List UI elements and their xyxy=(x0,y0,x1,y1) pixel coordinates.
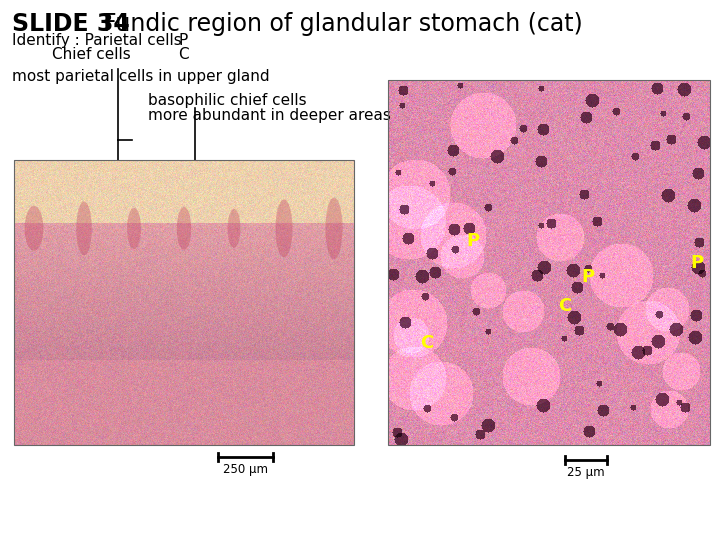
Ellipse shape xyxy=(24,206,43,251)
Text: SLIDE 34: SLIDE 34 xyxy=(12,12,130,36)
Text: Fundic region of glandular stomach (cat): Fundic region of glandular stomach (cat) xyxy=(103,12,582,36)
Ellipse shape xyxy=(325,198,343,259)
Bar xyxy=(388,80,710,445)
Text: 25 μm: 25 μm xyxy=(567,466,605,479)
Ellipse shape xyxy=(127,208,141,249)
Text: C: C xyxy=(559,298,572,315)
Text: basophilic chief cells: basophilic chief cells xyxy=(148,93,307,108)
Ellipse shape xyxy=(176,207,192,250)
Ellipse shape xyxy=(76,201,91,255)
Text: Identify : Parietal cells: Identify : Parietal cells xyxy=(12,33,181,48)
Bar xyxy=(14,160,354,445)
Text: P: P xyxy=(581,268,594,286)
Ellipse shape xyxy=(228,209,240,248)
Text: 250 μm: 250 μm xyxy=(223,463,268,476)
Text: P: P xyxy=(467,232,480,249)
Text: C: C xyxy=(420,334,433,352)
Text: C: C xyxy=(178,47,189,62)
Text: P: P xyxy=(178,33,187,48)
Text: Chief cells: Chief cells xyxy=(52,47,131,62)
Text: most parietal cells in upper gland: most parietal cells in upper gland xyxy=(12,69,269,84)
Ellipse shape xyxy=(276,199,292,257)
Text: P: P xyxy=(690,253,703,272)
Text: more abundant in deeper areas: more abundant in deeper areas xyxy=(148,108,391,123)
